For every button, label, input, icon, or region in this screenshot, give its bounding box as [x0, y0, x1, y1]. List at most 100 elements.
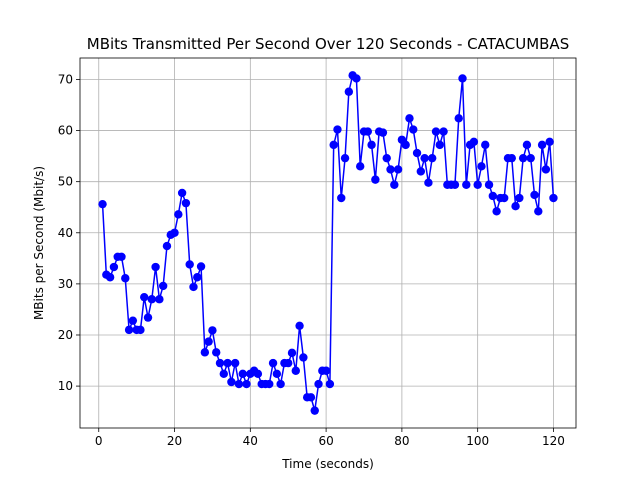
data-point: [371, 175, 380, 184]
data-point: [450, 180, 460, 189]
y-tick-label: 10: [58, 379, 73, 393]
data-point: [253, 369, 263, 379]
data-point: [337, 193, 346, 203]
data-point: [227, 377, 236, 387]
data-point: [321, 366, 331, 375]
x-tick-label: 40: [243, 434, 258, 448]
data-point: [409, 125, 418, 134]
data-point: [462, 180, 471, 189]
data-point: [151, 262, 160, 272]
x-axis-label: Time (seconds): [281, 457, 374, 471]
y-tick-label: 70: [58, 72, 73, 86]
data-point: [265, 379, 274, 389]
data-point: [105, 273, 115, 282]
data-point: [386, 165, 395, 174]
data-point: [484, 180, 494, 189]
data-point: [268, 358, 278, 368]
y-tick-label: 30: [58, 277, 73, 291]
data-point: [193, 273, 202, 282]
data-point: [428, 153, 437, 163]
data-point: [333, 125, 342, 134]
data-point: [155, 295, 164, 304]
data-point: [541, 165, 551, 174]
data-point: [352, 74, 361, 83]
data-point: [212, 348, 221, 357]
x-tick-label: 0: [95, 434, 103, 448]
data-point: [401, 140, 410, 150]
data-point: [473, 180, 482, 189]
data-point: [299, 353, 308, 362]
data-point: [242, 379, 251, 389]
y-axis-label: MBits per Second (Mbit/s): [32, 166, 46, 320]
data-point: [416, 167, 426, 176]
data-point: [185, 260, 194, 269]
data-point: [174, 210, 183, 219]
data-point: [534, 207, 543, 216]
data-point: [526, 153, 535, 163]
data-point: [439, 127, 448, 136]
plot-area: [98, 71, 558, 415]
data-point: [363, 127, 372, 136]
data-point: [143, 313, 153, 322]
data-point: [435, 140, 444, 150]
data-point: [128, 316, 138, 325]
data-point: [295, 321, 304, 330]
data-point: [208, 326, 217, 335]
grid: [80, 58, 576, 428]
data-point: [158, 281, 168, 291]
data-point: [238, 369, 247, 379]
data-point: [469, 137, 479, 147]
data-point: [537, 140, 547, 150]
data-point: [382, 153, 391, 163]
data-point: [549, 193, 558, 203]
data-point: [511, 202, 520, 211]
data-point: [204, 337, 213, 346]
axis-ticks: 0 20 40 60 80 100 120 10 20 30 40 50 60 70: [58, 72, 565, 448]
data-point: [272, 369, 282, 379]
axes-frame: [79, 57, 577, 429]
x-tick-label: 120: [542, 434, 565, 448]
y-tick-label: 50: [58, 175, 73, 189]
data-point: [162, 241, 172, 251]
data-point: [215, 358, 225, 368]
data-point: [284, 358, 293, 368]
data-point: [344, 87, 354, 96]
data-point: [287, 348, 297, 358]
chart-title: MBits Transmitted Per Second Over 120 Se…: [87, 35, 569, 53]
data-point: [170, 228, 179, 237]
data-point: [492, 207, 501, 216]
x-tick-label: 80: [394, 434, 409, 448]
data-point: [518, 153, 528, 163]
data-point: [276, 379, 285, 389]
data-point: [291, 366, 300, 375]
data-point: [124, 325, 134, 335]
x-tick-label: 100: [466, 434, 489, 448]
data-point: [147, 295, 156, 304]
data-point: [234, 379, 244, 389]
data-point: [405, 114, 414, 123]
data-point: [306, 393, 316, 402]
data-point: [367, 140, 376, 150]
x-tick-label: 20: [167, 434, 182, 448]
data-point: [545, 137, 554, 147]
data-point: [424, 178, 433, 187]
data-point: [488, 191, 498, 201]
data-point: [477, 162, 486, 171]
data-point: [356, 162, 365, 171]
data-point: [196, 262, 206, 271]
data-point: [393, 165, 403, 174]
data-point: [117, 252, 126, 261]
data-point: [314, 379, 323, 389]
data-point: [329, 140, 338, 150]
y-tick-label: 40: [58, 226, 73, 240]
data-point: [458, 74, 467, 83]
data-point: [412, 148, 422, 158]
data-point: [500, 193, 509, 203]
data-point: [219, 369, 228, 379]
data-point: [177, 188, 187, 198]
data-point: [530, 190, 539, 200]
data-point: [454, 114, 463, 123]
data-point: [481, 140, 490, 150]
data-point: [340, 153, 350, 163]
